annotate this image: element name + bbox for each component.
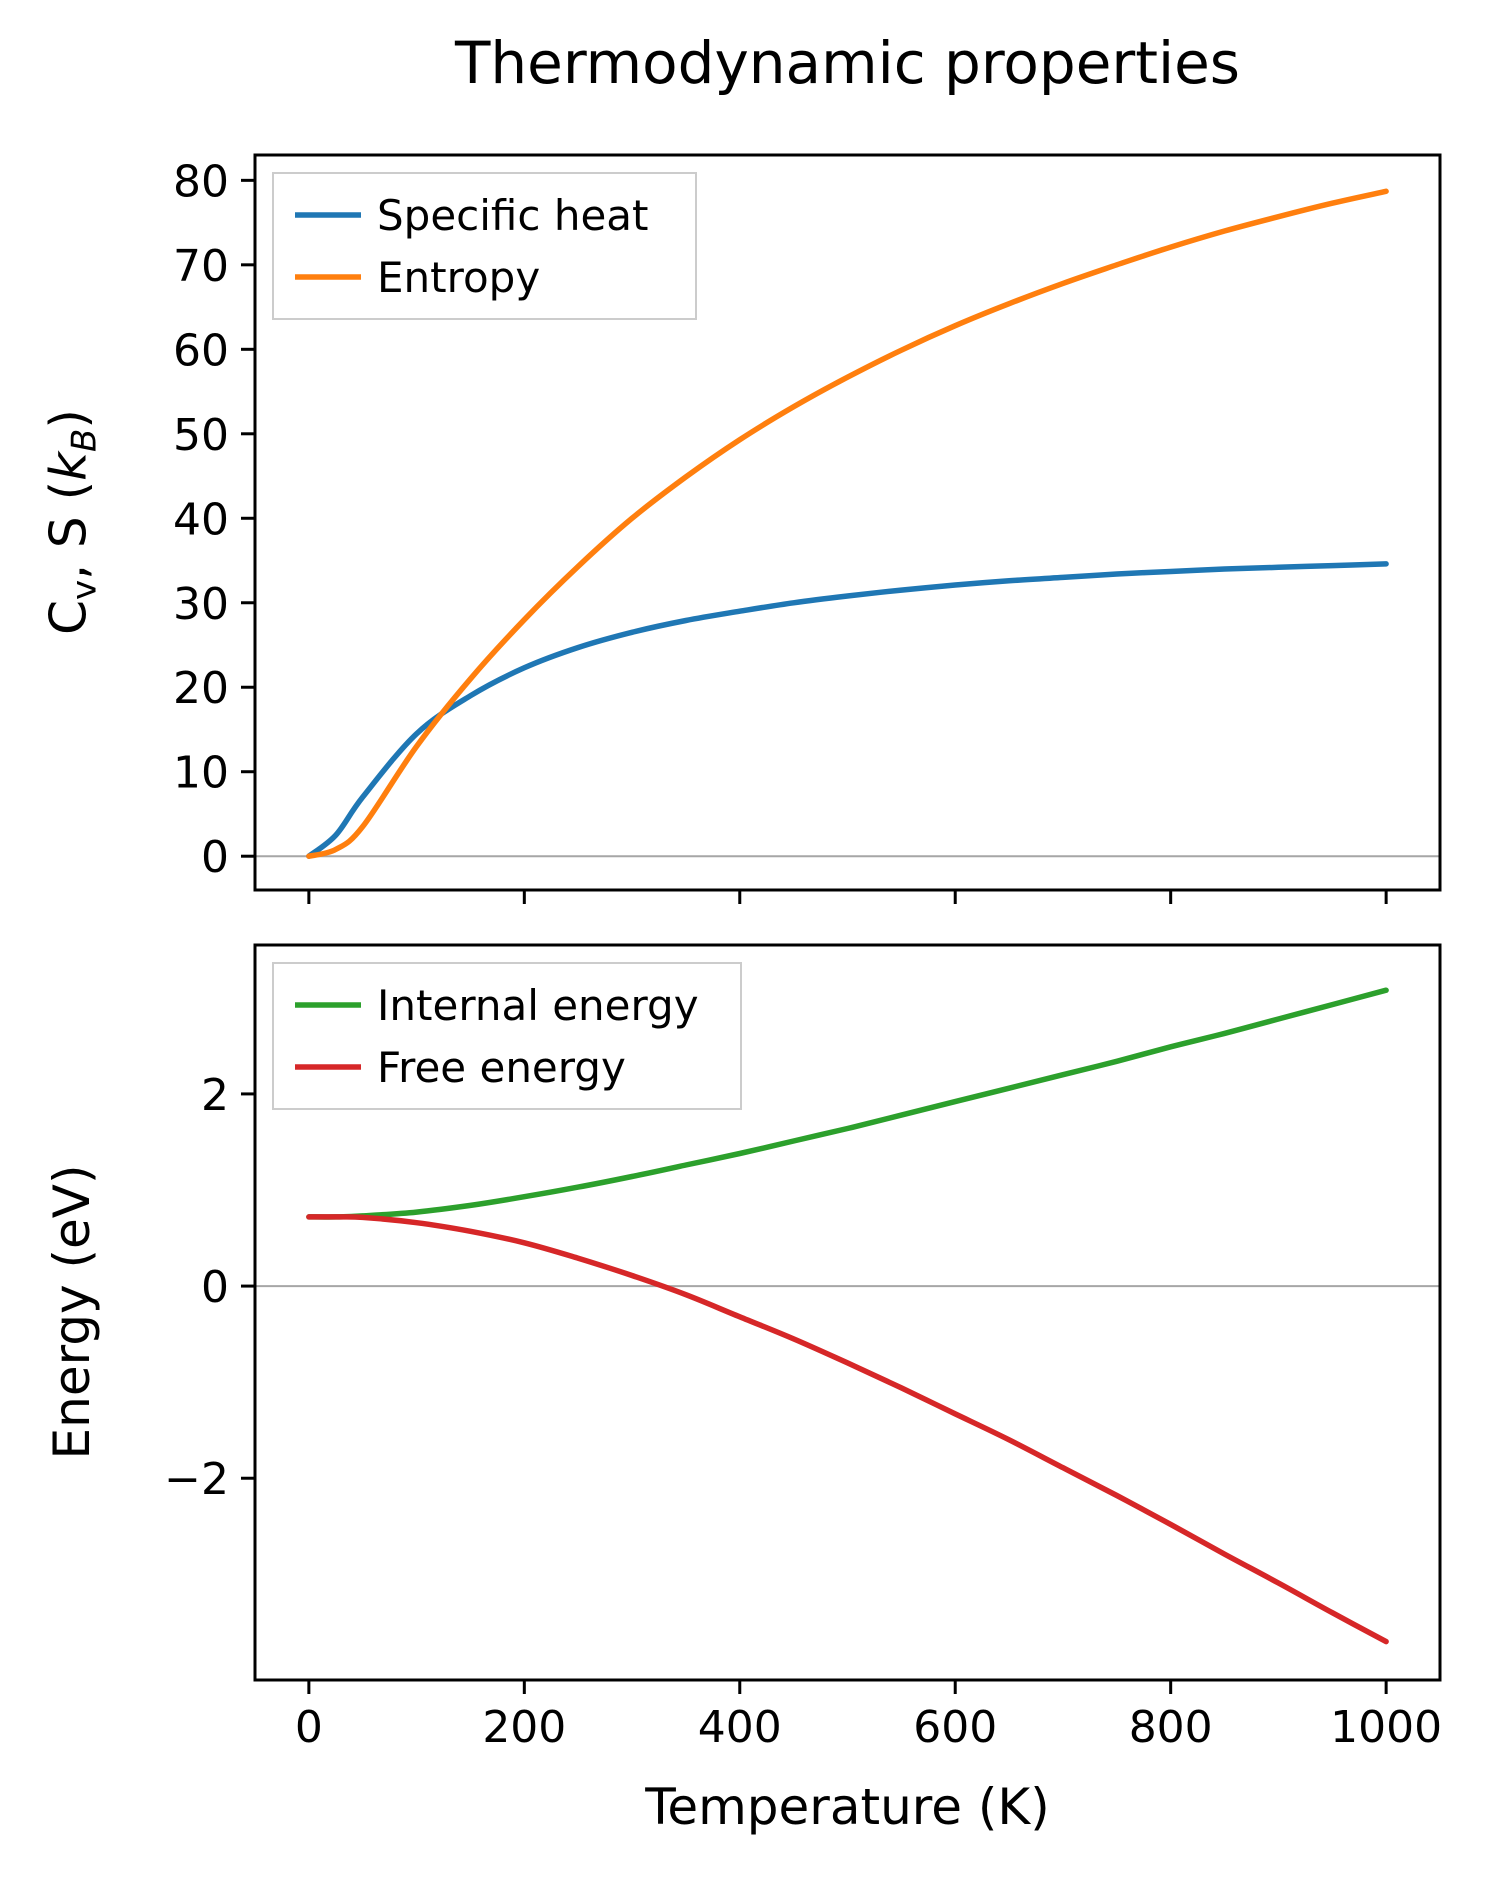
x-tick-label: 800 — [1129, 1702, 1213, 1753]
ylabel-part: , S ( — [39, 480, 98, 580]
legend-label-internal-energy: Internal energy — [377, 981, 699, 1030]
axes-frame — [253, 943, 1442, 1682]
ylabel-part: B — [64, 428, 105, 452]
y-tick-label: 60 — [173, 325, 229, 376]
legend: Specific heat Entropy — [272, 172, 697, 320]
top-plot: 0 10 20 30 40 50 60 70 80 Specific heat Entropy — [173, 153, 1442, 904]
x-tick-label: 0 — [295, 1702, 323, 1753]
legend-box — [272, 962, 742, 1110]
ylabel-part: Energy (eV) — [43, 1164, 101, 1460]
bottom-plot-y-axis-label: Energy (eV) — [43, 1165, 101, 1460]
x-tick-label: 400 — [698, 1702, 782, 1753]
top-plot-y-axis-label: Cv, S (kB) — [40, 409, 105, 635]
curve-internal-energy — [306, 987, 1389, 1220]
y-tick-label: 2 — [201, 1070, 229, 1121]
y-tick-label: 20 — [173, 663, 229, 714]
legend-box — [272, 172, 697, 320]
y-tick-label: 80 — [173, 156, 229, 207]
y-tick-label: −2 — [164, 1454, 229, 1505]
x-tick-label: 200 — [482, 1702, 566, 1753]
curve-free-energy — [306, 1214, 1389, 1645]
y-tick-label: 40 — [173, 494, 229, 545]
legend-label-entropy: Entropy — [377, 253, 540, 302]
curve-specific-heat — [306, 561, 1389, 859]
ylabel-part: k — [39, 451, 98, 481]
x-tick-label: 600 — [913, 1702, 997, 1753]
legend-label-free-energy: Free energy — [377, 1043, 626, 1092]
y-tick-label: 50 — [173, 410, 229, 461]
ylabel-part: C — [39, 599, 98, 635]
y-tick-label: 30 — [173, 579, 229, 630]
x-axis-label: Temperature (K) — [645, 1778, 1050, 1836]
ylabel-part: v — [64, 579, 105, 600]
x-tick-label: 1000 — [1330, 1702, 1442, 1753]
y-tick-label: 10 — [173, 748, 229, 799]
curve-entropy — [306, 188, 1389, 859]
figure-title: Thermodynamic properties — [454, 29, 1241, 97]
bottom-plot: 0 200 400 600 800 1000 −2 0 2 Internal energy Free… — [164, 943, 1442, 1753]
legend-label-specific-heat: Specific heat — [377, 191, 648, 240]
ylabel-part: ) — [39, 409, 98, 429]
legend: Internal energy Free energy — [272, 962, 742, 1110]
y-tick-label: 70 — [173, 241, 229, 292]
y-tick-label: 0 — [201, 1262, 229, 1313]
axes-frame — [253, 153, 1442, 892]
y-tick-label: 0 — [201, 832, 229, 883]
